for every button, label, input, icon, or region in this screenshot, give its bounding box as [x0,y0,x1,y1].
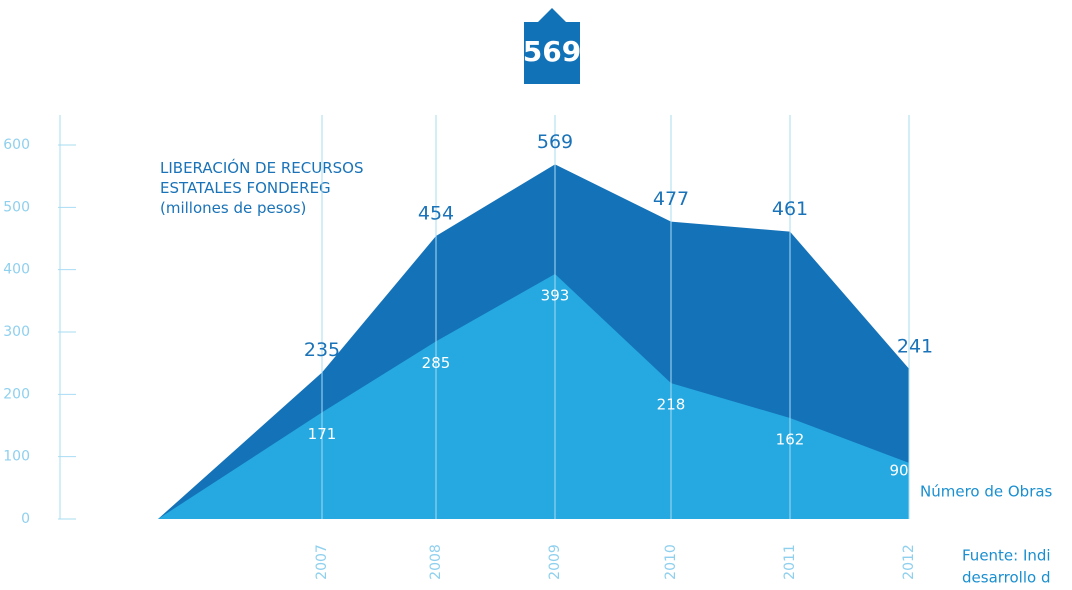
x-tick-label: 2011 [782,544,798,580]
legend-entry: LIBERACIÓN DE RECURSOS ESTATALES FONDERE… [160,159,364,217]
y-tick-label: 300 [3,324,30,340]
y-tick-label: 0 [21,511,30,527]
data-label: 393 [541,287,570,305]
source-note: desarrollo d [962,569,1050,587]
data-label: 235 [304,339,340,361]
highlight-badge: 569 [523,8,581,84]
data-label: 90 [889,461,908,479]
data-label: 285 [422,354,451,372]
badge-shape [524,8,580,84]
y-tick-label: 600 [3,137,30,153]
y-tick-label: 500 [3,199,30,215]
data-label: 162 [776,431,805,449]
data-label: 218 [657,396,686,414]
y-tick-label: 400 [3,262,30,278]
data-label: 569 [537,131,573,153]
data-label: 477 [653,188,689,210]
legend-entry: Número de Obras [920,483,1053,501]
y-tick-label: 200 [3,386,30,402]
data-label: 461 [772,198,808,220]
data-label: 171 [308,425,337,443]
x-tick-label: 2008 [428,544,444,580]
area [158,274,909,519]
x-tick-label: 2010 [663,544,679,580]
x-tick-label: 2007 [314,544,330,580]
badge-value: 569 [523,35,581,68]
x-tick-label: 2009 [547,544,563,580]
legend-box: LIBERACIÓN DE RECURSOS ESTATALES FONDERE… [160,159,364,217]
source-note: Fuente: Indi [962,547,1051,565]
y-tick-label: 100 [3,449,30,465]
data-label: 454 [418,203,454,225]
x-tick-label: 2012 [901,544,917,580]
data-label: 241 [897,335,933,357]
